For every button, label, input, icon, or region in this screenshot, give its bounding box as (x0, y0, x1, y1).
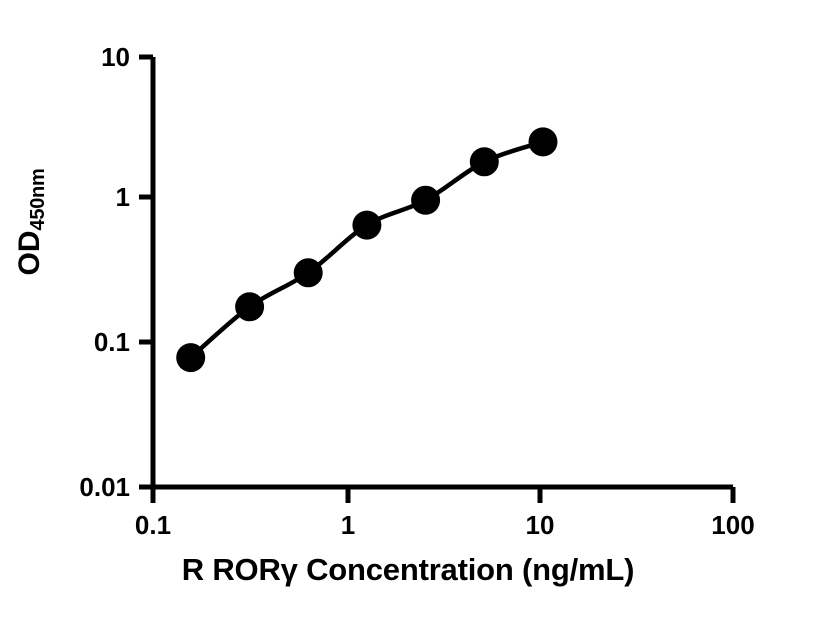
y-tick-label-0.01: 0.01 (79, 472, 130, 502)
data-point (411, 185, 441, 215)
y-axis-title: OD450nm (13, 137, 49, 307)
y-tick-label-10: 10 (101, 42, 130, 72)
x-axis-ticks (150, 487, 736, 503)
data-point-markers (176, 127, 558, 373)
y-tick-label-0.1: 0.1 (93, 327, 130, 357)
data-point (469, 147, 499, 177)
data-point (352, 210, 382, 240)
x-tick-label-0.1: 0.1 (134, 510, 172, 540)
x-tick-label-100: 100 (711, 510, 755, 540)
y-axis-title-main: OD (13, 230, 46, 276)
x-axis-title: R RORγ Concentration (ng/mL) (181, 552, 635, 587)
data-point (176, 343, 206, 373)
x-tick-label-10: 10 (525, 510, 555, 540)
y-axis-title-subscript: 450nm (27, 168, 49, 231)
x-tick-label-1: 1 (340, 510, 356, 540)
data-point (293, 258, 323, 288)
data-point (235, 292, 265, 322)
y-tick-label-1: 1 (115, 182, 130, 212)
data-point (528, 127, 558, 157)
